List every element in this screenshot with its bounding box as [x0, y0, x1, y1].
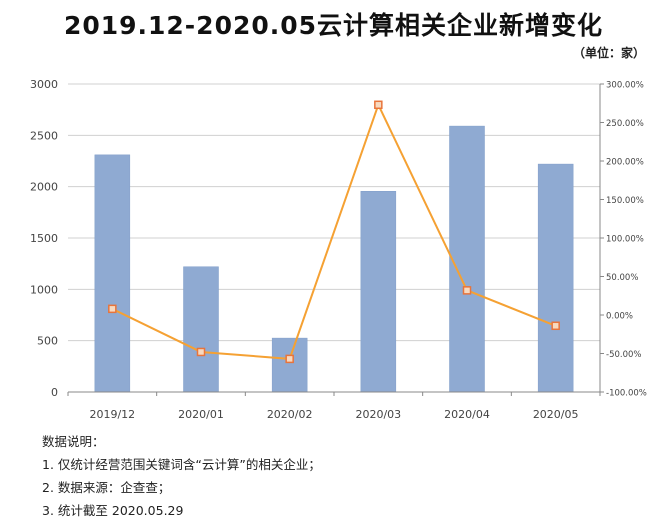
grid-lines: [68, 83, 600, 393]
line-marker: [462, 286, 472, 295]
line-path: [111, 102, 557, 360]
line-marker: [285, 354, 294, 364]
bar: [360, 191, 397, 393]
right-tick-label: 0.00%: [606, 312, 633, 322]
x-tick-label: 2019/12: [89, 408, 135, 421]
bar: [537, 163, 574, 393]
x-tick-label: 2020/02: [267, 408, 313, 421]
right-tick-label: 100.00%: [606, 235, 644, 245]
line-marker: [108, 304, 117, 314]
right-tick-label: -50.00%: [606, 350, 641, 360]
x-tick-label: 2020/04: [444, 408, 490, 421]
x-tick-label: 2020/05: [533, 408, 579, 421]
notes-heading: 数据说明：: [42, 434, 105, 449]
left-tick-label: 3000: [30, 78, 58, 91]
x-tick-label: 2020/03: [355, 408, 401, 421]
right-tick-label: 300.00%: [606, 81, 644, 91]
bar: [271, 337, 308, 393]
left-tick-label: 2500: [30, 129, 58, 142]
x-tick-label: 2020/01: [178, 408, 224, 421]
line-marker: [551, 321, 560, 331]
right-axis-ticks: -100.00% -50.00% 0.00% 50.00% 100.00% 150.00%…: [599, 81, 647, 399]
line-marker: [196, 347, 206, 357]
right-tick-label: 250.00%: [606, 119, 644, 129]
right-tick-label: 200.00%: [606, 158, 644, 168]
bar: [183, 266, 219, 393]
line-marker: [374, 100, 383, 110]
right-tick-label: 50.00%: [606, 273, 638, 283]
bar: [449, 125, 485, 393]
left-axis-ticks: 0 500 1000 1500 2000 2500 3000: [30, 78, 58, 399]
unit-label: （单位：家）: [572, 46, 645, 60]
bar: [94, 154, 131, 393]
note-item: 2. 数据来源：企查查；: [42, 480, 171, 495]
right-tick-label: 150.00%: [606, 196, 644, 206]
left-tick-label: 1500: [30, 232, 58, 245]
note-item: 1. 仅统计经营范围关键词含“云计算”的相关企业；: [42, 457, 321, 472]
left-tick-label: 1000: [30, 283, 58, 296]
line-series: [108, 100, 560, 364]
bar-series: [94, 125, 574, 393]
right-tick-label: -100.00%: [606, 389, 647, 399]
note-item: 3. 统计截至 2020.05.29: [42, 503, 184, 518]
chart-title: 2019.12-2020.05云计算相关企业新增变化: [63, 11, 604, 40]
left-tick-label: 500: [37, 335, 58, 348]
data-notes: 数据说明： 1. 仅统计经营范围关键词含“云计算”的相关企业； 2. 数据来源：…: [42, 430, 321, 522]
left-tick-label: 2000: [30, 181, 58, 194]
x-axis-ticks: 2019/12 2020/01 2020/02 2020/03 2020/04 2020/…: [67, 391, 601, 421]
left-tick-label: 0: [51, 386, 58, 399]
